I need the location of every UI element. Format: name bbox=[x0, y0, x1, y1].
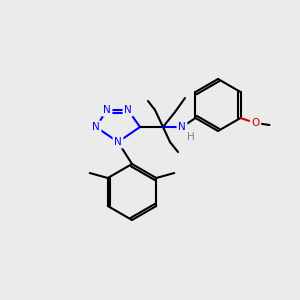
Text: N: N bbox=[124, 105, 132, 115]
Text: H: H bbox=[187, 132, 195, 142]
Text: N: N bbox=[92, 122, 100, 132]
Text: N: N bbox=[103, 105, 111, 115]
Text: N: N bbox=[114, 137, 122, 147]
Text: O: O bbox=[251, 118, 260, 128]
Text: N: N bbox=[178, 122, 186, 132]
